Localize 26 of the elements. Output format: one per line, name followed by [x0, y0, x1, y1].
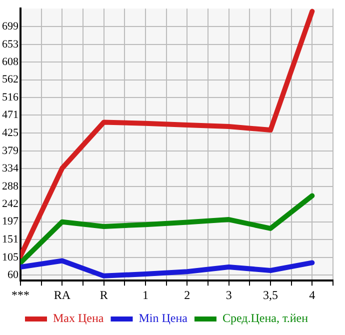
x-tick-label: RA [54, 288, 71, 302]
y-tick-label: 471 [2, 109, 18, 122]
y-tick-label: 425 [2, 127, 19, 140]
x-tick-label: 3 [226, 288, 232, 302]
y-tick-label: 699 [2, 20, 19, 32]
y-tick-label: 653 [2, 38, 19, 50]
x-tick-label: *** [12, 288, 30, 302]
y-tick-label: 516 [2, 92, 19, 104]
x-tick-label: 4 [309, 288, 316, 302]
y-tick-label: 334 [2, 162, 19, 174]
y-tick-label: 151 [2, 234, 18, 246]
legend-label: Сред.Цена, т.йен [222, 311, 309, 326]
y-tick-label: 105 [2, 252, 19, 264]
y-tick-label: 242 [2, 198, 18, 210]
y-tick-label: 197 [2, 216, 19, 228]
legend-label: Min Цена [138, 311, 188, 326]
y-tick-label: 562 [2, 74, 18, 86]
x-tick-label: 3,5 [263, 288, 278, 302]
y-tick-label: 379 [2, 144, 19, 157]
y-tick-label: 288 [2, 180, 19, 192]
x-tick-label: R [100, 288, 108, 302]
y-tick-label: 608 [2, 56, 19, 68]
y-tick-label: 60 [8, 269, 19, 282]
x-tick-label: 2 [184, 288, 190, 302]
legend-label: Max Цена [52, 311, 104, 326]
x-tick-label: 1 [142, 288, 148, 302]
